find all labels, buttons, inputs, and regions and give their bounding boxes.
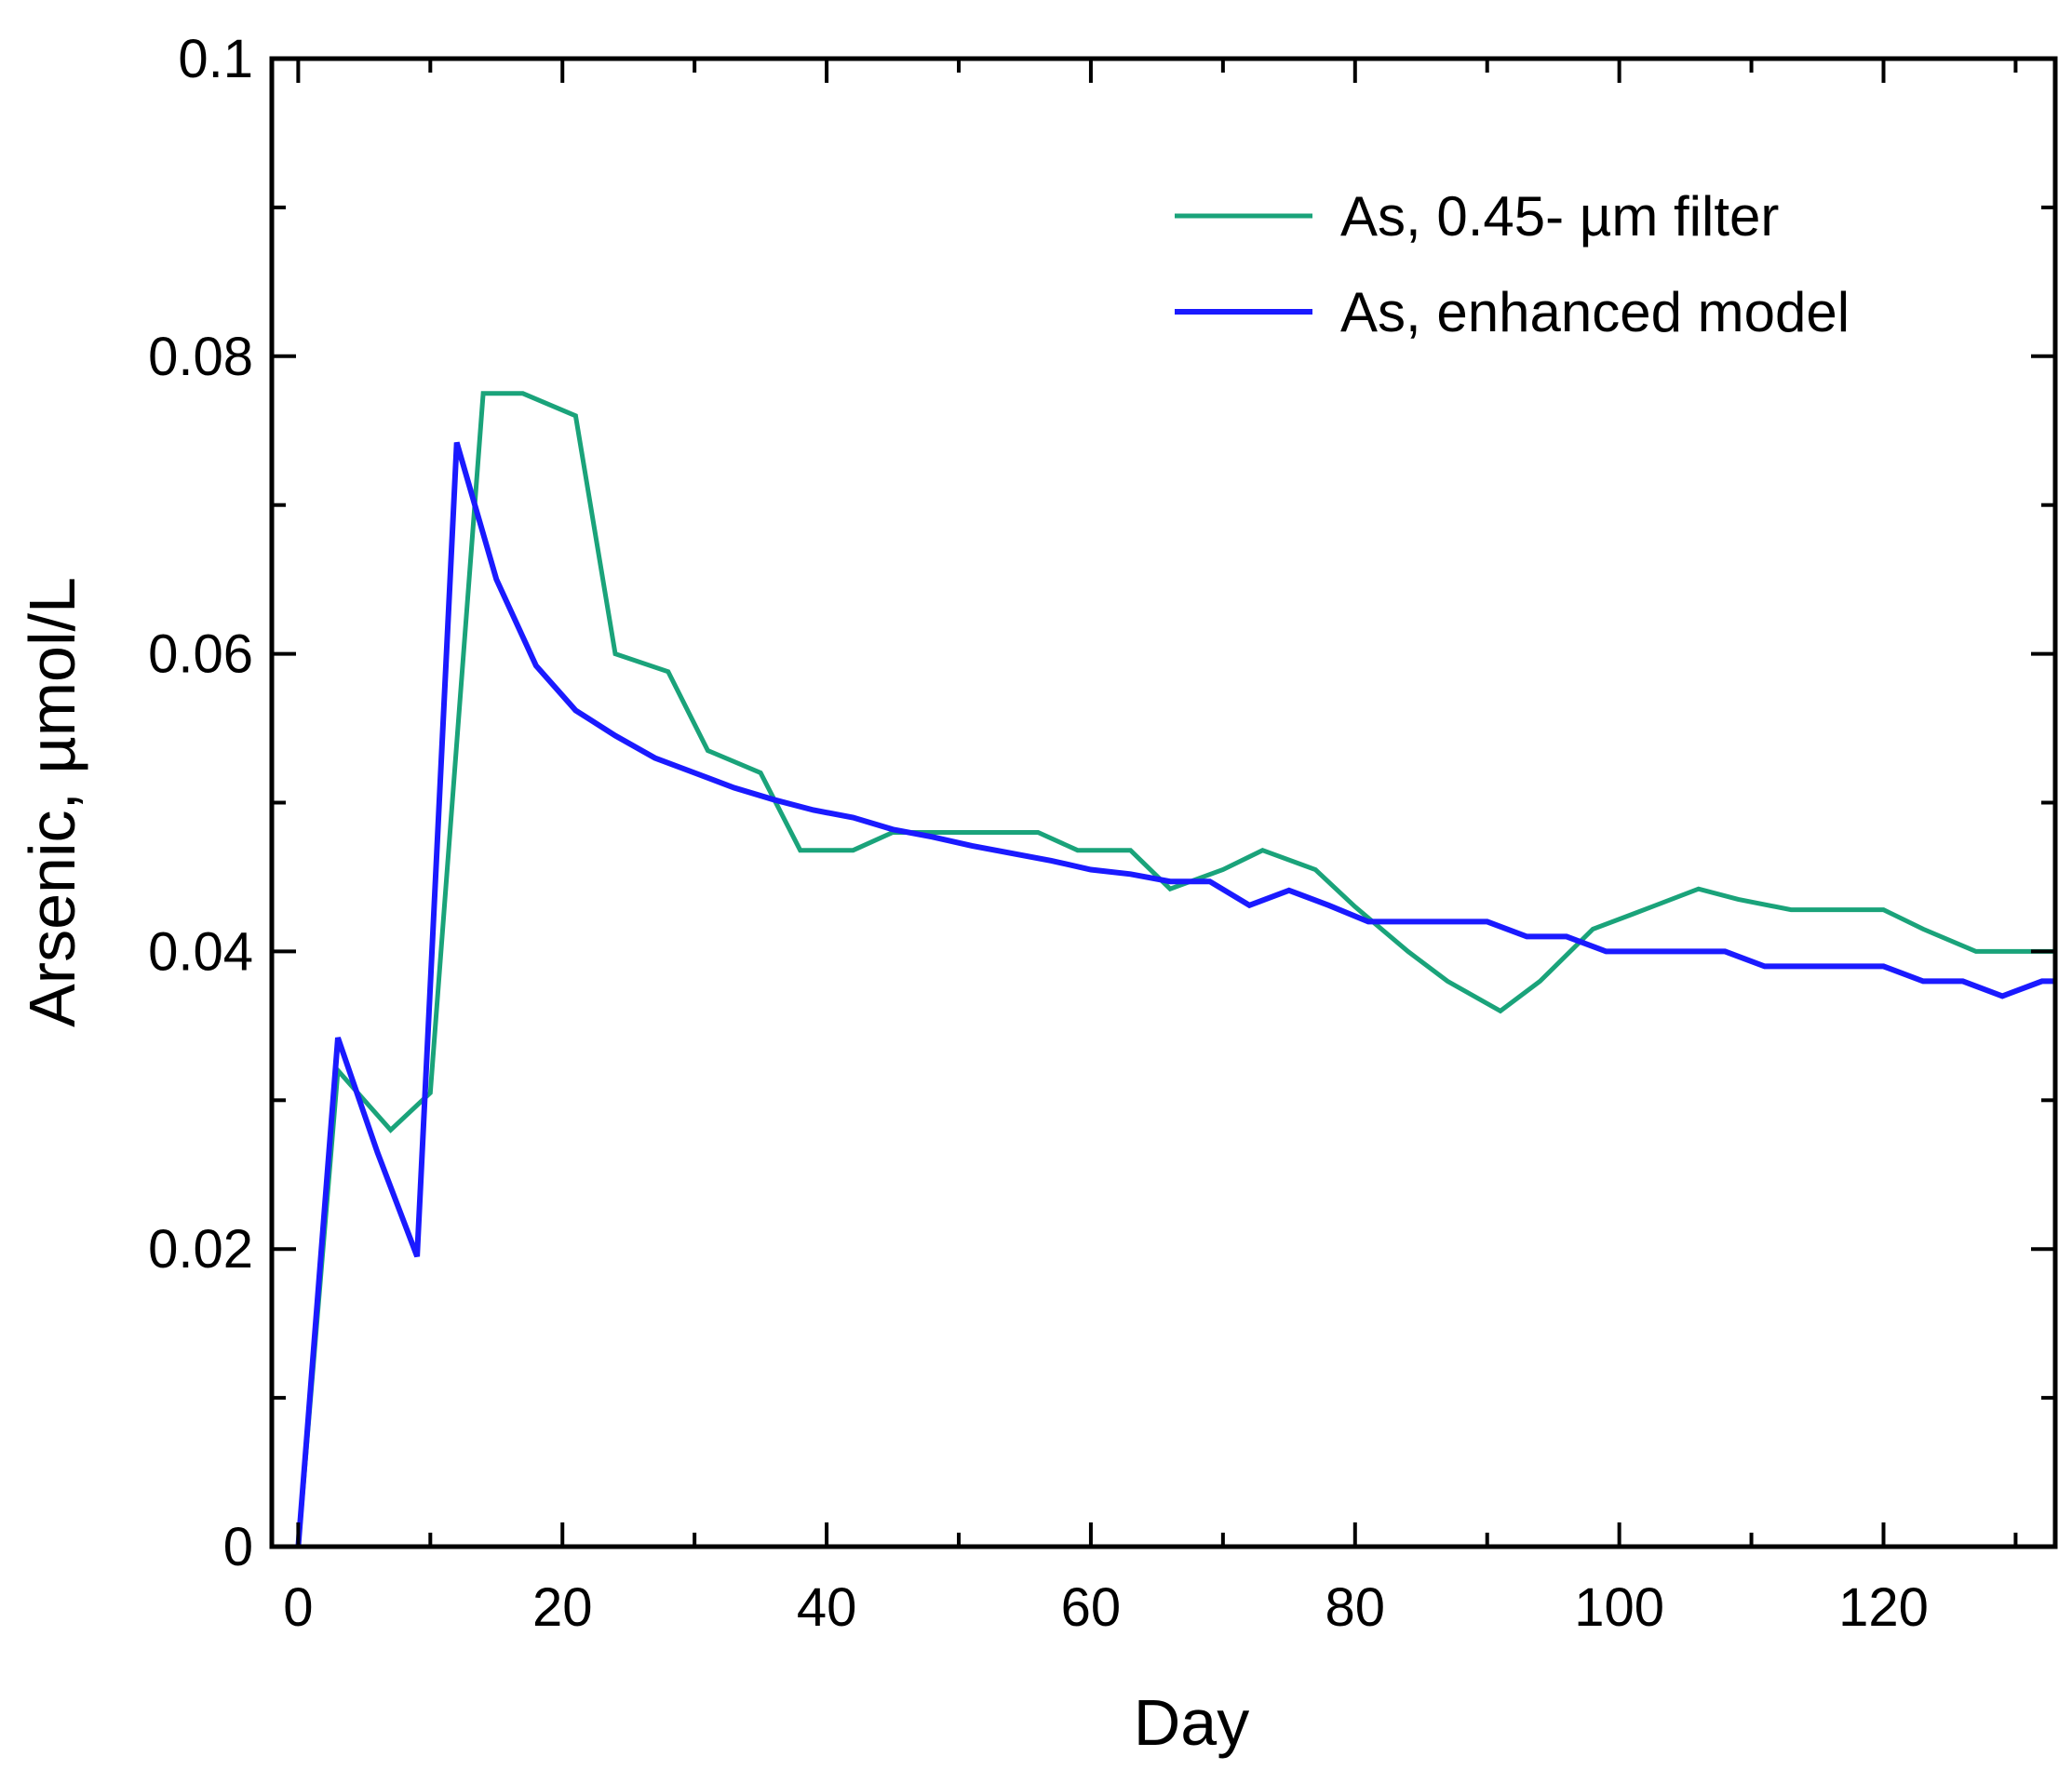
x-tick-label: 40 — [797, 1577, 857, 1638]
y-tick-label: 0.1 — [178, 29, 253, 89]
y-tick-label: 0.08 — [148, 327, 253, 387]
series-layer — [295, 391, 2055, 1548]
x-tick-label: 60 — [1061, 1577, 1122, 1638]
x-tick-label: 100 — [1574, 1577, 1664, 1638]
tick-layer — [272, 57, 2055, 1548]
y-axis-title: Arsenic, µmol/L — [16, 577, 88, 1027]
legend: As, 0.45- µm filter As, enhanced model — [1175, 185, 1850, 343]
series-line-0 — [295, 391, 2055, 1548]
y-tick-label: 0 — [223, 1517, 253, 1577]
y-tick-label: 0.04 — [148, 921, 253, 982]
y-tick-label: 0.06 — [148, 624, 253, 685]
x-tick-label: 80 — [1325, 1577, 1386, 1638]
legend-label-model: As, enhanced model — [1340, 281, 1850, 343]
x-tick-label: 120 — [1838, 1577, 1929, 1638]
x-tick-label: 20 — [532, 1577, 593, 1638]
x-axis-title: Day — [1134, 1686, 1249, 1759]
series-line-1 — [295, 441, 2055, 1548]
y-tick-label: 0.02 — [148, 1219, 253, 1280]
tick-label-layer: 0 20 40 60 80 100 120 0 0.02 0.04 0.06 0.08 0.1 — [148, 29, 1929, 1638]
legend-label-filter: As, 0.45- µm filter — [1340, 185, 1779, 248]
x-tick-label: 0 — [283, 1577, 313, 1638]
